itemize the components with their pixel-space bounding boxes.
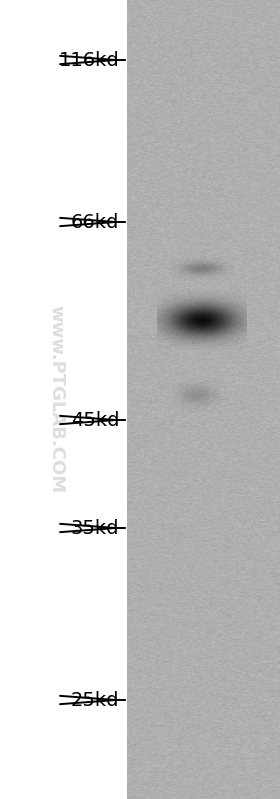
Text: www.PTGLAB.COM: www.PTGLAB.COM — [47, 305, 65, 494]
Text: 116kd: 116kd — [59, 50, 119, 70]
Text: 25kd: 25kd — [71, 690, 119, 710]
Text: 45kd: 45kd — [71, 411, 119, 430]
Text: 66kd: 66kd — [71, 213, 119, 232]
Bar — [127, 0, 280, 799]
Text: 35kd: 35kd — [71, 519, 119, 538]
